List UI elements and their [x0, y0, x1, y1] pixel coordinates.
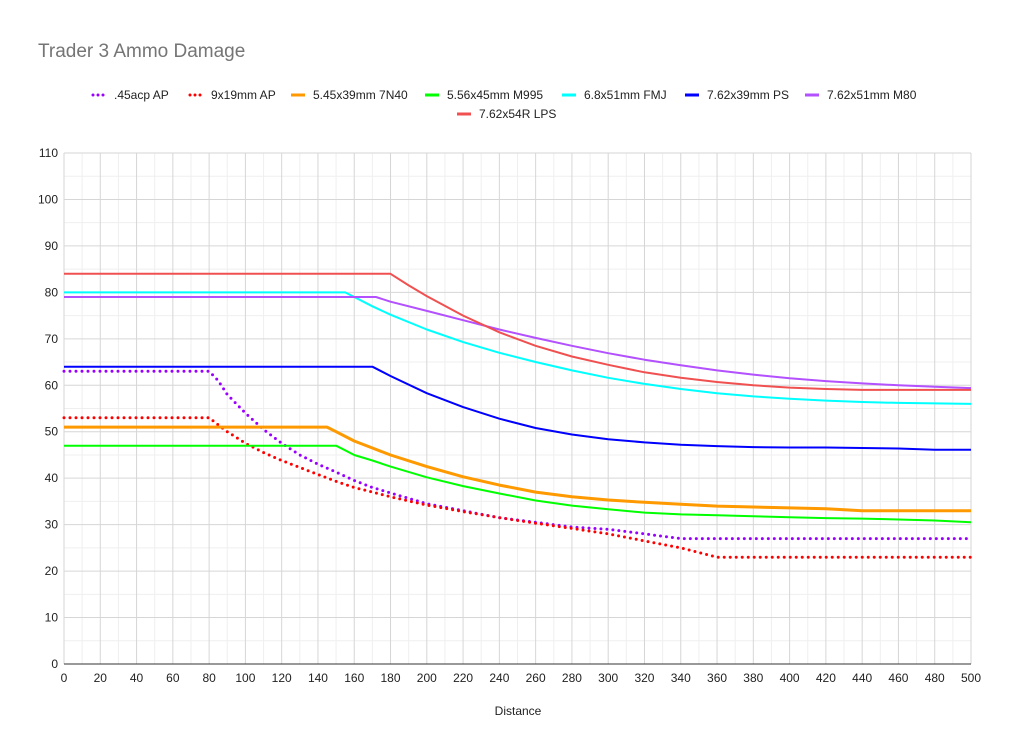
- x-tick-label: 280: [562, 671, 582, 685]
- x-tick-label: 300: [598, 671, 618, 685]
- y-tick-label: 70: [45, 332, 59, 346]
- grid: [64, 153, 971, 664]
- legend-label: 9x19mm AP: [211, 88, 276, 102]
- x-tick-label: 80: [202, 671, 216, 685]
- x-tick-label: 440: [852, 671, 872, 685]
- legend-label: .45acp AP: [114, 88, 169, 102]
- y-tick-label: 10: [45, 611, 59, 625]
- y-tick-label: 60: [45, 378, 59, 392]
- legend-item: 9x19mm AP: [190, 88, 276, 102]
- y-tick-label: 100: [38, 192, 58, 206]
- y-tick-label: 110: [39, 146, 58, 160]
- x-tick-label: 160: [344, 671, 364, 685]
- x-tick-label: 180: [381, 671, 401, 685]
- x-tick-label: 400: [780, 671, 800, 685]
- legend-item: 7.62x39mm PS: [685, 88, 789, 102]
- x-tick-label: 480: [925, 671, 945, 685]
- x-tick-label: 500: [961, 671, 981, 685]
- line-chart: Trader 3 Ammo Damage .45acp AP 9x19mm AP 5…: [0, 0, 1009, 756]
- legend-label: 5.56x45mm M995: [447, 88, 543, 102]
- x-tick-label: 320: [634, 671, 654, 685]
- legend-item: .45acp AP: [93, 88, 169, 102]
- x-tick-label: 0: [61, 671, 68, 685]
- y-axis-ticks: 0 10 20 30 40 50 60 70 80 90 100 110: [38, 146, 58, 671]
- y-tick-label: 20: [45, 564, 59, 578]
- legend-item: 7.62x51mm M80: [805, 88, 917, 102]
- y-tick-label: 40: [45, 471, 59, 485]
- x-tick-label: 120: [272, 671, 292, 685]
- x-axis-ticks: 0 20 40 60 80 100 120 140 160 180 200 220 240 260 280 3…: [61, 671, 982, 685]
- chart-title: Trader 3 Ammo Damage: [38, 41, 245, 62]
- x-tick-label: 140: [308, 671, 328, 685]
- legend-label: 5.45x39mm 7N40: [313, 88, 408, 102]
- x-tick-label: 360: [707, 671, 727, 685]
- x-tick-label: 100: [235, 671, 255, 685]
- x-tick-label: 380: [743, 671, 763, 685]
- y-tick-label: 50: [45, 425, 59, 439]
- x-tick-label: 200: [417, 671, 437, 685]
- x-tick-label: 460: [888, 671, 908, 685]
- y-tick-label: 30: [45, 518, 59, 532]
- legend-item: 5.56x45mm M995: [425, 88, 543, 102]
- legend-label: 6.8x51mm FMJ: [584, 88, 667, 102]
- x-tick-label: 40: [130, 671, 144, 685]
- legend: .45acp AP 9x19mm AP 5.45x39mm 7N40 5.56x45m…: [93, 88, 917, 121]
- x-tick-label: 420: [816, 671, 836, 685]
- x-tick-label: 260: [526, 671, 546, 685]
- x-tick-label: 240: [489, 671, 509, 685]
- x-tick-label: 20: [94, 671, 108, 685]
- legend-item: 6.8x51mm FMJ: [562, 88, 667, 102]
- legend-item: 7.62x54R LPS: [457, 107, 556, 121]
- x-axis-title: Distance: [495, 704, 542, 718]
- y-tick-label: 80: [45, 285, 59, 299]
- y-tick-label: 90: [45, 239, 59, 253]
- y-tick-label: 0: [51, 657, 58, 671]
- x-tick-label: 340: [671, 671, 691, 685]
- x-tick-label: 220: [453, 671, 473, 685]
- legend-label: 7.62x51mm M80: [827, 88, 917, 102]
- legend-item: 5.45x39mm 7N40: [291, 88, 408, 102]
- legend-label: 7.62x39mm PS: [707, 88, 789, 102]
- x-tick-label: 60: [166, 671, 180, 685]
- legend-label: 7.62x54R LPS: [479, 107, 556, 121]
